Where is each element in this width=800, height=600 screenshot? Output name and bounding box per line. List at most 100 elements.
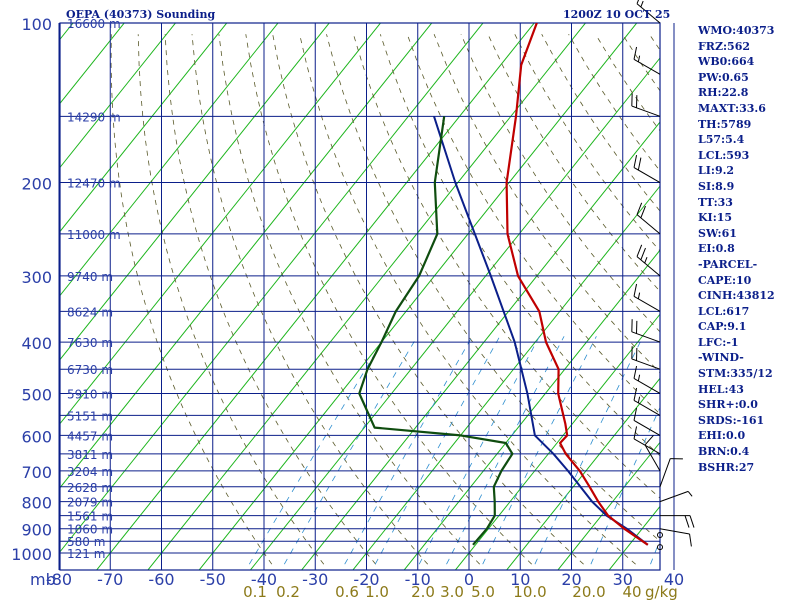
dry-adiabat-line <box>406 34 660 415</box>
panel-section-parcel: -PARCEL- <box>698 257 758 271</box>
temperature-tick-label: -70 <box>97 570 123 589</box>
barb-flag <box>689 515 695 528</box>
wind-barb <box>659 458 683 487</box>
isotherm-line <box>147 23 587 570</box>
height-label: 8624 m <box>67 305 113 319</box>
temperature-tick-label: -80 <box>46 570 72 589</box>
dry-adiabat-line <box>433 34 660 374</box>
height-label: 12470 m <box>67 177 121 191</box>
wind-barb <box>633 387 661 416</box>
height-label: 1060 m <box>67 523 113 537</box>
panel-value: KI:15 <box>698 211 733 225</box>
temperature-tick-label: 10 <box>510 570 530 589</box>
temperature-tick-label: -40 <box>251 570 277 589</box>
panel-value: CAPE:10 <box>698 273 752 287</box>
temperature-tick-label: 20 <box>561 570 581 589</box>
mixing-ratio-label: 0.6 <box>335 583 359 600</box>
dry-adiabat-line <box>514 34 660 252</box>
height-label: 1561 m <box>67 510 113 524</box>
isotherm-line <box>60 23 433 489</box>
wind-barb <box>633 283 661 312</box>
isotherm-line <box>60 23 279 297</box>
wind-barb <box>633 365 661 394</box>
barb-shaft <box>633 438 661 455</box>
wind-barb <box>633 46 661 75</box>
wind-barb <box>633 155 661 183</box>
dry-adiabats <box>110 33 660 565</box>
isotherm-line <box>557 441 660 570</box>
isotherm-line <box>454 313 660 570</box>
height-label: 9740 m <box>67 270 113 284</box>
temperature-tick-label: -10 <box>405 570 431 589</box>
pressure-label: 500 <box>21 385 52 404</box>
wind-barb <box>633 426 661 455</box>
panel-section-wind: -WIND- <box>698 351 744 365</box>
height-label: 6730 m <box>67 363 113 377</box>
barb-half-flag <box>637 374 641 382</box>
barb-flag <box>633 407 638 421</box>
mixing-ratio-lines <box>248 336 660 565</box>
panel-value: CAP:9.1 <box>698 320 747 334</box>
parcel-trace <box>433 115 649 546</box>
barb-flag <box>633 46 638 60</box>
panel-value: TT:33 <box>698 195 733 209</box>
height-label: 5151 m <box>67 409 113 423</box>
dry-adiabat-line <box>299 34 636 565</box>
wind-barbs <box>631 0 695 551</box>
barb-flag <box>636 244 643 257</box>
wind-barb <box>660 515 695 528</box>
wind-barb <box>657 544 663 551</box>
dry-adiabat-line <box>353 34 660 499</box>
sounding-profiles <box>358 23 649 546</box>
mixing-ratio-label: 5.0 <box>471 583 495 600</box>
height-label: 16600 m <box>67 17 121 31</box>
barb-shaft <box>659 458 671 487</box>
panel-value: BSHR:27 <box>698 460 755 474</box>
temperature-tick-label: -20 <box>353 570 379 589</box>
pressure-label: 200 <box>21 175 52 194</box>
mixing-ratio-label: 3.0 <box>440 583 464 600</box>
pressure-label: 900 <box>21 521 52 540</box>
barb-flag <box>633 155 638 168</box>
temperature-tick-label: -30 <box>302 570 328 589</box>
height-label: 580 m <box>67 535 105 549</box>
height-label: 2079 m <box>67 496 113 510</box>
isotherm-line <box>60 23 177 169</box>
dry-adiabat-line <box>110 34 273 565</box>
barb-flag <box>636 0 640 4</box>
panel-value: RH:22.8 <box>698 86 749 100</box>
mixing-ratio-label: 40 <box>622 583 641 600</box>
dry-adiabat-line <box>379 34 660 457</box>
wind-barb <box>631 319 661 343</box>
panel-value: MAXT:33.6 <box>698 101 766 115</box>
isotherm-line <box>60 23 125 105</box>
panel-value: SI:8.9 <box>698 179 735 193</box>
wind-barb <box>644 435 661 472</box>
barb-flag <box>640 205 646 219</box>
panel-value: EHI:0.0 <box>698 429 746 443</box>
isotherm-line <box>249 57 660 570</box>
wind-barb <box>659 528 692 547</box>
panel-value: HEL:43 <box>698 382 744 396</box>
barb-half-flag <box>640 0 644 8</box>
panel-value: L57:5.4 <box>698 133 745 147</box>
isotherm-line <box>60 23 330 361</box>
pressure-label: 1000 <box>11 545 52 564</box>
isotherm-line <box>198 23 638 570</box>
indices-panel: WMO:40373 FRZ:562 WB0:664 PW:0.65 RH:22.… <box>698 23 798 475</box>
sounding-datetime: 1200Z 10 OCT 25 <box>563 8 671 21</box>
temperature-tick-label: 40 <box>664 570 684 589</box>
panel-value: SRDS:-161 <box>698 413 765 427</box>
wind-barb <box>631 346 661 370</box>
wind-barb <box>659 490 693 503</box>
plot-frame <box>59 22 661 571</box>
isotherm-line <box>352 185 660 570</box>
dry-adiabat-line <box>137 34 325 565</box>
panel-value: LCL:593 <box>698 148 750 162</box>
panel-value: SW:61 <box>698 226 737 240</box>
wind-barb <box>657 532 663 539</box>
pressure-label: 700 <box>21 463 52 482</box>
station-title: OEPA (40373) Sounding <box>66 8 216 21</box>
panel-value: FRZ:562 <box>698 39 751 53</box>
